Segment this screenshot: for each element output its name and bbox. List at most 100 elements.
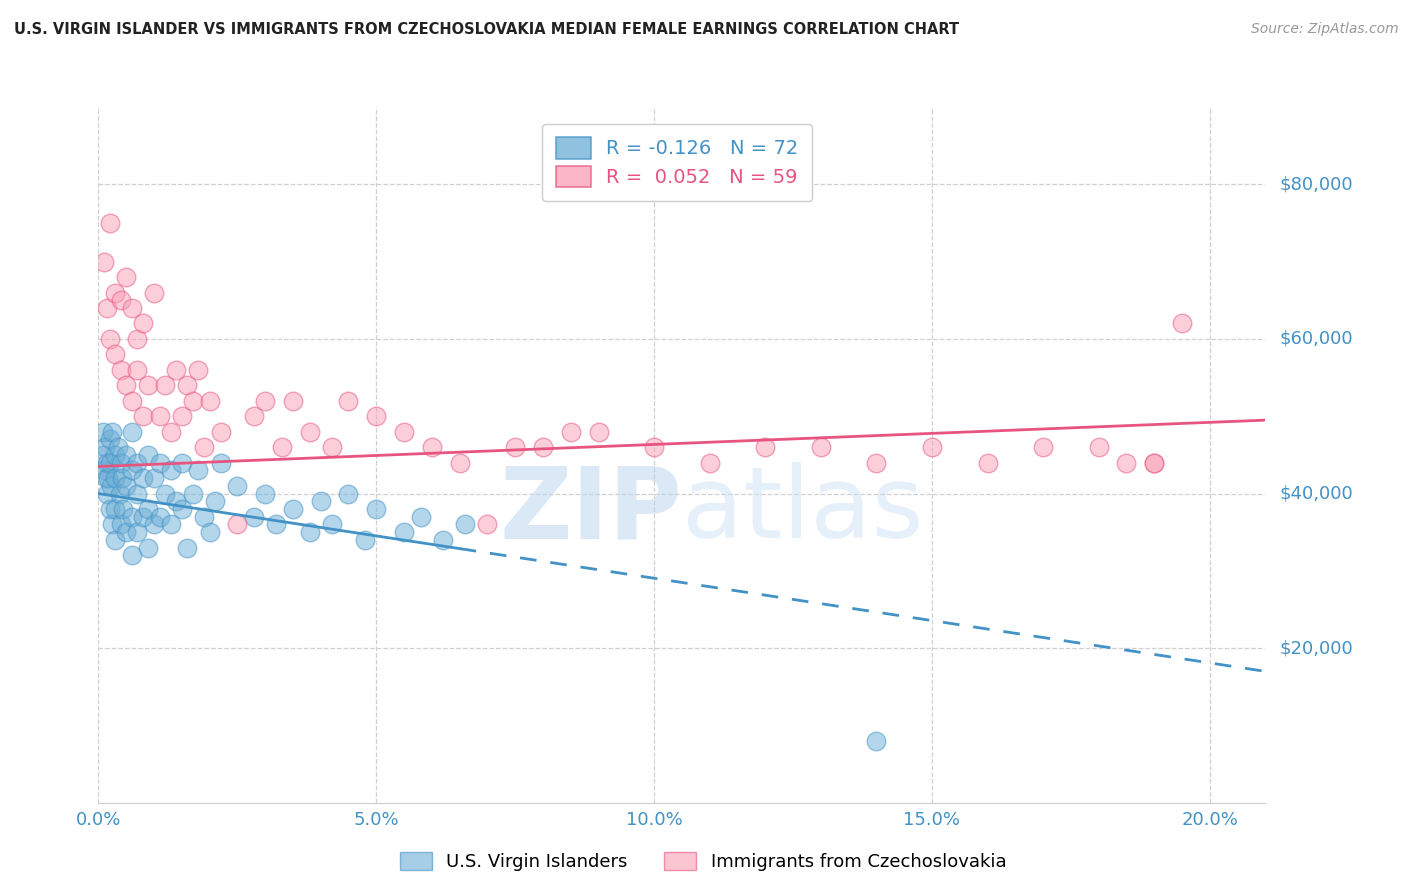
Point [97,471,120,485]
Point [281,393,304,408]
Point [209,425,232,439]
Point [138,378,160,392]
Point [108,486,131,500]
Point [98,502,121,516]
Point [270,440,292,454]
Point [104,471,127,485]
Point [643,440,665,454]
Point [104,347,127,361]
Legend: R = -0.126   N = 72, R =  0.052   N = 59: R = -0.126 N = 72, R = 0.052 N = 59 [543,124,813,201]
Point [321,517,343,532]
Point [115,270,138,285]
Point [193,440,215,454]
Point [1115,456,1137,470]
Point [1032,440,1054,454]
Point [121,425,143,439]
Legend: U.S. Virgin Islanders, Immigrants from Czechoslovakia: U.S. Virgin Islanders, Immigrants from C… [392,845,1014,879]
Point [337,486,360,500]
Point [101,425,124,439]
Point [181,486,204,500]
Point [132,409,155,424]
Point [104,448,127,462]
Point [127,456,149,470]
Point [187,463,209,477]
Point [101,517,124,532]
Point [226,517,249,532]
Point [321,440,343,454]
Point [531,440,554,454]
Point [226,479,249,493]
Point [810,440,832,454]
Point [94,471,117,485]
Point [1143,456,1166,470]
Point [181,393,204,408]
Text: atlas: atlas [682,462,924,559]
Point [432,533,454,547]
Point [204,494,226,508]
Text: $20,000: $20,000 [1279,640,1353,657]
Point [187,363,209,377]
Point [477,517,499,532]
Point [588,425,610,439]
Point [115,525,138,540]
Point [93,448,115,462]
Point [298,525,321,540]
Point [98,216,121,230]
Point [309,494,332,508]
Point [104,285,127,300]
Point [409,509,432,524]
Text: U.S. VIRGIN ISLANDER VS IMMIGRANTS FROM CZECHOSLOVAKIA MEDIAN FEMALE EARNINGS CO: U.S. VIRGIN ISLANDER VS IMMIGRANTS FROM … [14,22,959,37]
Point [121,301,143,315]
Point [96,301,118,315]
Point [1087,440,1109,454]
Point [91,425,114,439]
Point [165,363,187,377]
Point [148,456,170,470]
Point [132,471,155,485]
Point [503,440,526,454]
Point [366,502,388,516]
Point [159,425,181,439]
Point [392,525,415,540]
Point [110,517,132,532]
Point [153,486,176,500]
Text: $40,000: $40,000 [1279,484,1353,502]
Point [93,463,115,477]
Point [121,393,143,408]
Point [121,463,143,477]
Point [104,533,127,547]
Point [254,393,277,408]
Point [110,456,132,470]
Point [127,332,149,346]
Point [132,317,155,331]
Point [170,409,193,424]
Point [148,409,170,424]
Text: ZIP: ZIP [499,462,682,559]
Point [921,440,943,454]
Point [148,509,170,524]
Point [138,502,160,516]
Point [560,425,582,439]
Point [143,285,166,300]
Point [94,440,117,454]
Point [138,541,160,555]
Point [96,486,118,500]
Point [115,479,138,493]
Point [127,486,149,500]
Point [93,254,115,268]
Point [121,509,143,524]
Point [143,471,166,485]
Point [121,549,143,563]
Point [153,378,176,392]
Point [132,509,155,524]
Point [392,425,415,439]
Point [865,734,887,748]
Point [1171,317,1194,331]
Point [354,533,377,547]
Text: $80,000: $80,000 [1279,176,1353,194]
Point [107,440,129,454]
Point [96,456,118,470]
Point [198,525,221,540]
Point [699,456,721,470]
Point [754,440,776,454]
